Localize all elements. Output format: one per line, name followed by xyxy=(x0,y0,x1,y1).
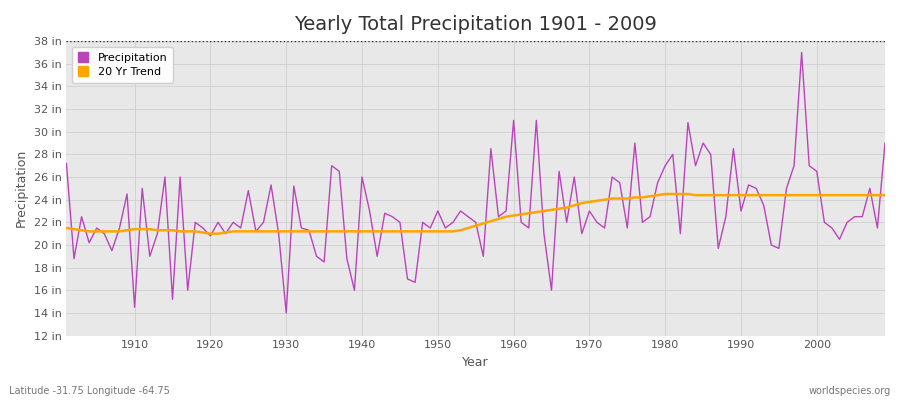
Title: Yearly Total Precipitation 1901 - 2009: Yearly Total Precipitation 1901 - 2009 xyxy=(294,15,657,34)
Text: worldspecies.org: worldspecies.org xyxy=(809,386,891,396)
Y-axis label: Precipitation: Precipitation xyxy=(15,149,28,228)
Text: Latitude -31.75 Longitude -64.75: Latitude -31.75 Longitude -64.75 xyxy=(9,386,170,396)
X-axis label: Year: Year xyxy=(463,356,489,369)
Legend: Precipitation, 20 Yr Trend: Precipitation, 20 Yr Trend xyxy=(72,47,173,83)
